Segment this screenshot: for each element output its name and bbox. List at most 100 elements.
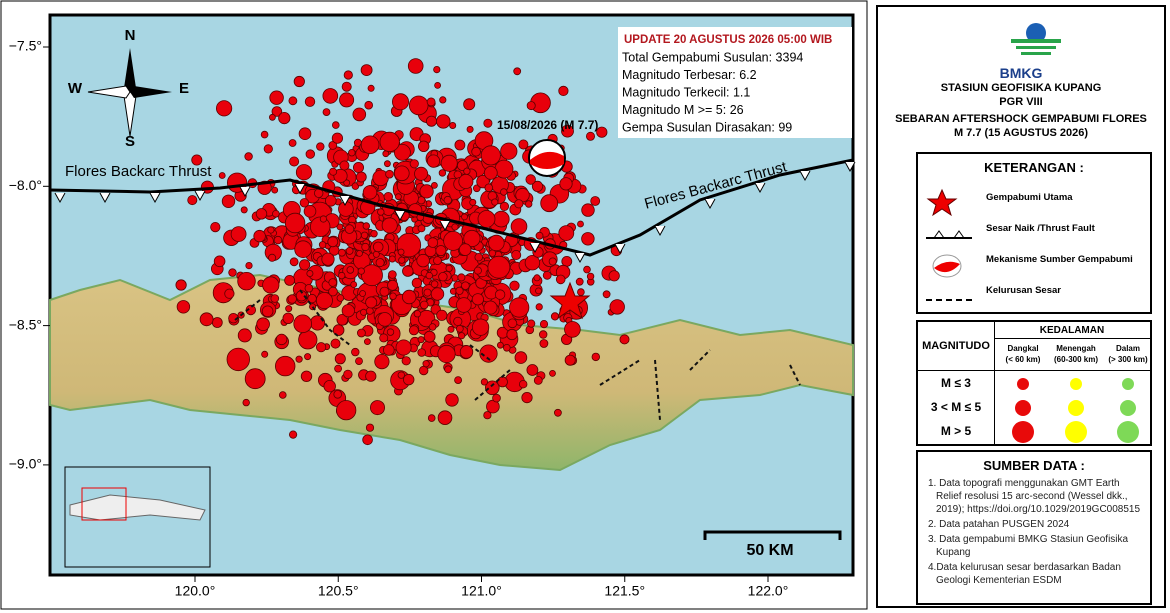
aftershock-dot (401, 356, 411, 366)
aftershock-dot (496, 341, 504, 349)
aftershock-dot (469, 198, 477, 206)
aftershock-dot (379, 333, 389, 343)
aftershock-dot (377, 208, 385, 216)
fault-tooth (339, 195, 351, 207)
aftershock-dot (542, 270, 552, 280)
aftershock-dot (295, 355, 303, 363)
region: PGR VIII (999, 96, 1043, 108)
magnitude-dot (1017, 378, 1029, 390)
aftershock-dot (213, 255, 226, 268)
aftershock-dot (433, 66, 441, 74)
info-lines: Total Gempabumi Susulan: 3394 Magnitudo T… (622, 50, 803, 134)
x-tick-label: 121.0° (461, 583, 502, 599)
depth-name: Menengah (1056, 344, 1096, 353)
aftershock-dot (463, 98, 476, 111)
mainshock-star (549, 281, 591, 320)
aftershock-dot (362, 185, 378, 200)
aftershock-dot (322, 88, 339, 104)
magnitude-dot (1012, 421, 1034, 443)
aftershock-dot (471, 318, 490, 336)
aftershock-dot (288, 430, 298, 439)
aftershock-dot (419, 300, 429, 310)
aftershock-dot (425, 115, 437, 127)
aftershock-dot (438, 169, 447, 177)
magnitude-table: MAGNITUDO KEDALAMAN Dangkal (< 60 km) Meneng… (916, 320, 1152, 446)
aftershock-dot (328, 140, 338, 150)
aftershock-dot (422, 360, 430, 368)
agency: BMKG (999, 65, 1043, 81)
aftershock-dot (383, 191, 394, 202)
aftershock-dot (319, 215, 327, 223)
aftershock-dot (253, 229, 266, 243)
aftershock-dot (445, 393, 459, 407)
aftershock-dot (461, 213, 468, 221)
aftershock-dot (191, 154, 203, 166)
aftershock-dot (343, 70, 353, 80)
fault-teeth (54, 161, 856, 264)
aftershock-dot (307, 293, 317, 304)
aftershock-dot (336, 400, 357, 421)
aftershock-dot (300, 370, 313, 383)
aftershock-dot (226, 347, 251, 372)
aftershock-dot (511, 249, 522, 260)
magnitude-row: M ≤ 3 (941, 376, 971, 390)
aftershock-dot (298, 127, 312, 140)
aftershock-dot (461, 281, 470, 291)
aftershock-dot (372, 241, 384, 253)
aftershock-dot (484, 380, 500, 396)
aftershock-dot (275, 355, 296, 377)
aftershock-dot (488, 234, 505, 252)
aftershock-dot (564, 354, 576, 366)
lineaments (234, 289, 801, 421)
fault-tooth (654, 225, 666, 237)
aftershock-dot (268, 253, 277, 262)
aftershock-dot (409, 159, 419, 169)
aftershock-dot (443, 230, 464, 251)
aftershock-dot (278, 112, 291, 125)
aftershock-dot (362, 222, 370, 230)
aftershock-dot (554, 408, 562, 417)
magnitude-dot (1015, 400, 1031, 416)
fault-tooth (54, 192, 66, 204)
aftershock-dot (458, 243, 472, 256)
aftershock-dot (341, 304, 355, 318)
aftershock-dot (510, 218, 528, 235)
aftershock-dot (494, 289, 506, 300)
aftershock-dot (379, 286, 390, 297)
aftershock-dot (365, 306, 374, 315)
aftershock-dot (210, 222, 221, 233)
aftershock-dot (351, 347, 360, 357)
info-box (618, 27, 852, 138)
aftershock-dot (343, 179, 351, 187)
aftershock-dot (341, 81, 352, 92)
aftershock-dot (216, 100, 233, 117)
aftershock-dot (383, 160, 391, 168)
aftershock-dot (483, 165, 498, 180)
info-line: Gempa Susulan Dirasakan: 99 (622, 120, 792, 134)
aftershock-dot (360, 231, 369, 239)
aftershock-dot (224, 288, 235, 299)
aftershock-dot (304, 96, 316, 107)
aftershock-dot (423, 288, 432, 297)
aftershock-dot (303, 205, 317, 218)
aftershock-dot (339, 92, 355, 108)
aftershock-dot (221, 194, 236, 209)
aftershock-dot (293, 75, 305, 88)
fault-tooth (614, 243, 626, 255)
aftershock-dot (331, 132, 343, 144)
aftershock-dot (352, 161, 364, 173)
aftershock-dot (333, 168, 348, 183)
x-tick-label: 122.0° (748, 583, 789, 599)
aftershock-dot (360, 308, 368, 316)
x-tick-label: 120.0° (175, 583, 216, 599)
aftershock-dot (356, 328, 366, 338)
aftershock-dot (261, 305, 274, 318)
aftershock-dot (382, 344, 395, 356)
aftershock-dot (328, 278, 338, 287)
aftershock-dot (228, 268, 237, 277)
aftershock-dot (352, 107, 367, 122)
aftershock-dot (509, 297, 530, 318)
sources-title: SUMBER DATA : (983, 458, 1085, 473)
aftershock-dot (240, 206, 248, 214)
